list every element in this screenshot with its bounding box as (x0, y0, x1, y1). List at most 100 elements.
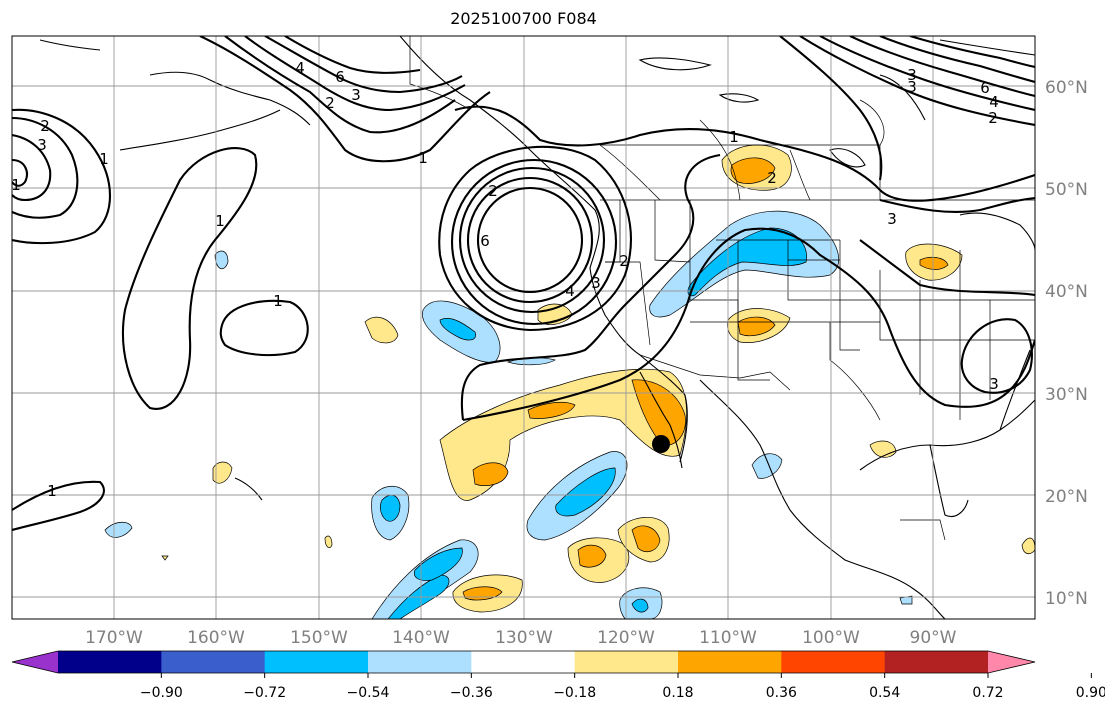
contour-labels: 1 2 3 4 6 1 2 3 1 1 1 2 6 3 4 2 1 2 3 3 … (11, 59, 999, 500)
contour-label: 3 (887, 210, 897, 228)
coastline (234, 477, 263, 501)
contour-label: 3 (591, 274, 601, 292)
lon-label: 120°W (597, 628, 655, 648)
contour-line (909, 36, 1035, 69)
contour-line (244, 36, 466, 112)
colorbar-segment (161, 651, 266, 673)
colorbar-tick-label: 0.18 (662, 685, 693, 701)
border (639, 354, 791, 391)
contour-label: 3 (37, 136, 47, 154)
contour-label: 2 (988, 109, 998, 127)
contour-line (799, 36, 1035, 127)
longitude-labels: 170°W 160°W 150°W 140°W 130°W 120°W 110°… (85, 628, 957, 648)
contour-label: 6 (480, 232, 490, 250)
contour-label: 1 (47, 482, 57, 500)
coastline (959, 212, 1035, 251)
contour-line (121, 147, 258, 410)
lat-label: 10°N (1045, 589, 1088, 609)
negative-anomaly-area (104, 521, 133, 538)
coastline (939, 39, 1035, 56)
positive-anomaly-area (1021, 537, 1035, 555)
border (737, 240, 770, 381)
colorbar-segment (678, 651, 782, 673)
location-marker (652, 435, 670, 453)
map-plot-area: 1 2 3 4 6 1 2 3 1 1 1 2 6 3 4 2 1 2 3 3 … (11, 36, 1035, 619)
graticule (12, 36, 1035, 619)
contour-label: 4 (295, 59, 305, 77)
border (859, 99, 885, 146)
contour-label: 4 (565, 282, 575, 300)
contour-line (859, 239, 1035, 297)
colorbar-tick-label: 0.54 (869, 685, 900, 701)
negative-anomaly-core (414, 547, 463, 581)
contours (12, 36, 1035, 532)
positive-anomaly-core (472, 462, 509, 486)
contour-label: 1 (273, 292, 283, 310)
map-title: 2025100700 F084 (450, 9, 597, 28)
lat-label: 20°N (1045, 487, 1088, 507)
lat-label: 40°N (1045, 282, 1088, 302)
border (879, 270, 920, 341)
contour-label: 3 (907, 66, 917, 84)
coastline (119, 109, 281, 151)
lat-label: 30°N (1045, 385, 1088, 405)
contour-line (12, 480, 105, 532)
contour-label: 1 (99, 150, 109, 168)
anomaly-fills (104, 144, 1035, 619)
contour-label: 1 (215, 212, 225, 230)
positive-anomaly-area (212, 461, 233, 484)
contour-label: 1 (11, 176, 21, 194)
contour-label: 6 (980, 79, 990, 97)
contour-label: 3 (907, 78, 917, 96)
coastline (149, 71, 311, 126)
lat-label: 60°N (1045, 78, 1088, 98)
contour-label: 4 (989, 93, 999, 111)
border (900, 519, 946, 541)
coastlines (39, 36, 1035, 619)
coastline (718, 93, 760, 103)
colorbar-tick-label: −0.36 (450, 685, 493, 701)
map-frame (11, 35, 1036, 620)
contour-label: 2 (488, 182, 498, 200)
border (599, 144, 661, 201)
contour-line (460, 153, 721, 421)
coastline (929, 444, 969, 518)
contour-line (438, 145, 632, 332)
coastline (829, 148, 866, 168)
coastline (638, 57, 712, 71)
positive-anomaly-core (919, 256, 949, 270)
negative-anomaly-core (439, 318, 476, 341)
contour-label: 2 (619, 252, 629, 270)
latitude-labels: 60°N 50°N 40°N 30°N 20°N 10°N (1045, 78, 1088, 609)
contour-line (12, 116, 79, 219)
contour-label: 3 (351, 86, 361, 104)
coastline (859, 399, 1035, 471)
contour-label: 3 (989, 375, 999, 393)
border (605, 261, 651, 346)
coastline (639, 371, 683, 469)
positive-anomaly-area (161, 555, 169, 561)
negative-anomaly-core (555, 467, 616, 517)
contour-line (224, 36, 456, 134)
lat-label: 50°N (1045, 180, 1088, 200)
contour-line (960, 318, 1033, 394)
contour-line (879, 36, 1035, 84)
contour-line (779, 36, 883, 181)
coastline (699, 379, 946, 619)
lon-label: 90°W (910, 628, 957, 648)
negative-anomaly-area (214, 250, 229, 270)
coastline (39, 39, 101, 51)
positive-anomaly-core (577, 544, 607, 568)
colorbar-tick-label: 0.90 (1076, 685, 1105, 701)
colorbar-segment (884, 651, 989, 673)
colorbar: −0.90 −0.72 −0.54 −0.36 −0.18 0.18 0.36 0.54 0.7… (11, 650, 1105, 701)
contour-line (12, 133, 52, 202)
colorbar-tick-label: −0.18 (553, 685, 596, 701)
contour-line (199, 36, 491, 163)
contour-label: 1 (729, 128, 739, 146)
colorbar-tick-label: 0.72 (972, 685, 1003, 701)
contour-label: 2 (767, 169, 777, 187)
colorbar-outline (11, 650, 1036, 674)
colorbar-segment (264, 651, 369, 673)
colorbar-tick-label: −0.90 (140, 685, 183, 701)
